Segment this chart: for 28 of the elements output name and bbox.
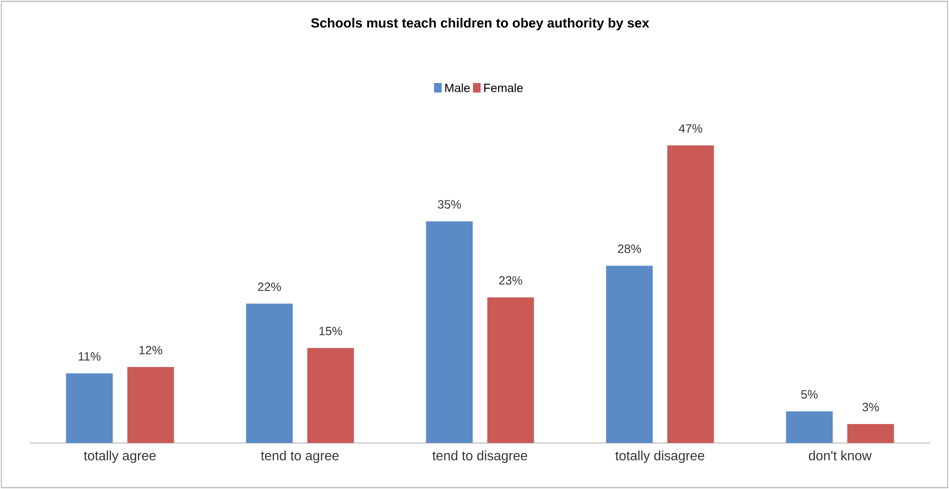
data-label: 12% <box>140 346 162 354</box>
bar <box>786 411 833 443</box>
data-label: 3% <box>862 402 879 412</box>
bar <box>667 145 714 443</box>
x-tick-label: totally disagree <box>615 450 704 463</box>
x-tick-label: tend to agree <box>260 450 339 463</box>
data-label: 5% <box>801 390 818 399</box>
data-label: 47% <box>678 124 702 133</box>
bar <box>847 424 894 443</box>
bar <box>246 304 293 443</box>
x-tick-label: tend to disagree <box>432 450 528 463</box>
data-label: 28% <box>618 244 641 253</box>
data-label: 23% <box>499 276 522 285</box>
legend-label: Female <box>484 83 523 92</box>
data-label: 11% <box>78 352 101 361</box>
chart-title: Schools must teach children to obey authority by sex <box>311 18 650 30</box>
bar <box>127 367 174 443</box>
data-label: 15% <box>320 326 342 336</box>
x-tick-label: totally agree <box>84 450 156 463</box>
x-tick-label: don't know <box>808 450 872 460</box>
legend-label: Male <box>445 83 470 92</box>
bar <box>606 266 653 443</box>
bar <box>307 348 354 443</box>
bar <box>426 221 473 443</box>
bar <box>66 373 113 443</box>
data-label: 22% <box>258 282 281 291</box>
bar <box>487 297 534 443</box>
data-label: 35% <box>438 200 461 209</box>
